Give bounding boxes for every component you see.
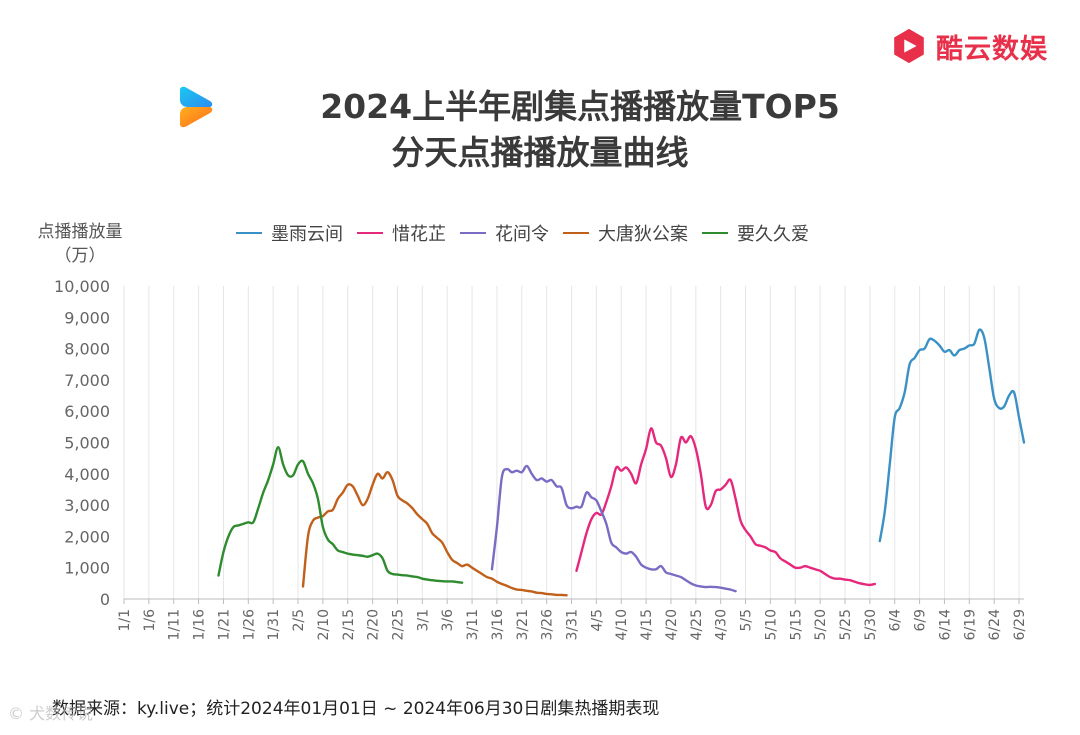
- x-tick-label: 3/21: [515, 609, 531, 640]
- y-tick-label: 5,000: [64, 434, 110, 453]
- x-tick-label: 6/4: [888, 609, 904, 632]
- legend-label: 惜花芷: [392, 224, 446, 245]
- x-tick-label: 4/15: [639, 609, 655, 640]
- series-line-墨雨云间: [878, 328, 1026, 543]
- legend-item: 要久久爱: [702, 220, 809, 246]
- x-tick-label: 2/15: [341, 609, 357, 640]
- series-line-要久久爱: [217, 445, 464, 584]
- x-tick-label: 4/5: [589, 609, 605, 632]
- legend-label: 要久久爱: [737, 224, 809, 245]
- y-tick-label: 3,000: [64, 496, 110, 515]
- chart-title-line2: 分天点播播放量曲线: [391, 133, 689, 172]
- y-tick-label: 2,000: [64, 527, 110, 546]
- x-tick-label: 3/16: [490, 609, 506, 641]
- legend-swatch: [702, 232, 728, 234]
- brand-logo: 酷云数娱: [890, 26, 1048, 66]
- x-tick-label: 3/6: [440, 609, 456, 632]
- y-tick-label: 9,000: [64, 308, 110, 327]
- x-tick-label: 6/14: [937, 609, 953, 641]
- x-tick-label: 3/1: [415, 609, 431, 632]
- x-tick-label: 1/31: [266, 609, 282, 640]
- x-tick-label: 6/9: [913, 609, 929, 632]
- youku-logo-icon: [180, 86, 213, 128]
- x-tick-label: 4/30: [714, 609, 730, 640]
- y-tick-label: 0: [100, 590, 110, 609]
- chart-legend: 墨雨云间 惜花芷 花间令 大唐狄公案 要久久爱: [236, 219, 813, 247]
- x-tick-label: 1/11: [167, 609, 183, 640]
- x-tick-label: 5/15: [788, 609, 804, 640]
- x-tick-label: 4/10: [614, 609, 630, 640]
- x-tick-label: 6/19: [962, 609, 978, 640]
- play-logo-icon: [894, 28, 924, 64]
- watermark: © 犬数传说: [8, 704, 94, 723]
- x-tick-label: 5/30: [863, 609, 879, 640]
- y-tick-label: 1,000: [64, 559, 110, 578]
- x-tick-label: 3/11: [465, 609, 481, 640]
- legend-swatch: [357, 232, 383, 234]
- x-tick-label: 1/21: [216, 609, 232, 640]
- x-tick-label: 1/6: [142, 609, 158, 632]
- series-line-大唐狄公案: [301, 471, 568, 597]
- legend-item: 墨雨云间: [236, 220, 343, 246]
- series-line-惜花芷: [575, 427, 877, 587]
- x-tick-label: 6/24: [987, 609, 1003, 641]
- x-tick-label: 3/26: [540, 609, 556, 641]
- x-tick-label: 6/29: [1012, 609, 1028, 640]
- x-tick-label: 5/10: [763, 609, 779, 640]
- chart-title: 2024上半年剧集点播播放量TOP5 分天点播播放量曲线: [0, 84, 1080, 176]
- data-source-note: 数据来源：ky.live；统计2024年01月01日 ~ 2024年06月30日…: [52, 699, 660, 719]
- x-tick-label: 3/31: [565, 609, 581, 640]
- series-line-花间令: [490, 464, 737, 593]
- x-tick-label: 1/26: [241, 609, 257, 641]
- x-tick-label: 1/16: [192, 609, 208, 641]
- x-tick-label: 5/5: [739, 609, 755, 632]
- legend-label: 大唐狄公案: [598, 224, 688, 245]
- x-tick-label: 2/20: [366, 609, 382, 640]
- legend-swatch: [236, 232, 262, 234]
- chart-title-line1: 2024上半年剧集点播播放量TOP5: [320, 87, 840, 126]
- y-axis-label-line2: （万）: [54, 246, 106, 266]
- legend-item: 大唐狄公案: [563, 220, 688, 246]
- x-tick-label: 2/10: [316, 609, 332, 640]
- legend-label: 花间令: [495, 224, 549, 245]
- legend-label: 墨雨云间: [271, 224, 343, 245]
- x-tick-label: 2/25: [390, 609, 406, 640]
- x-tick-label: 4/25: [689, 609, 705, 640]
- y-tick-label: 4,000: [64, 465, 110, 484]
- x-tick-label: 4/20: [664, 609, 680, 640]
- y-tick-label: 6,000: [64, 402, 110, 421]
- y-axis-label: 点播播放量 （万）: [26, 220, 134, 268]
- x-tick-label: 5/20: [813, 609, 829, 640]
- brand-name: 酷云数娱: [936, 33, 1048, 65]
- y-axis-label-line1: 点播播放量: [37, 222, 123, 242]
- x-tick-label: 5/25: [838, 609, 854, 640]
- x-tick-label: 1/1: [117, 609, 133, 632]
- y-tick-label: 8,000: [64, 340, 110, 359]
- y-tick-label: 10,000: [54, 277, 110, 296]
- x-tick-label: 2/5: [291, 609, 307, 632]
- legend-swatch: [460, 232, 486, 234]
- legend-item: 惜花芷: [357, 220, 446, 246]
- y-tick-label: 7,000: [64, 371, 110, 390]
- legend-item: 花间令: [460, 220, 549, 246]
- legend-swatch: [563, 232, 589, 234]
